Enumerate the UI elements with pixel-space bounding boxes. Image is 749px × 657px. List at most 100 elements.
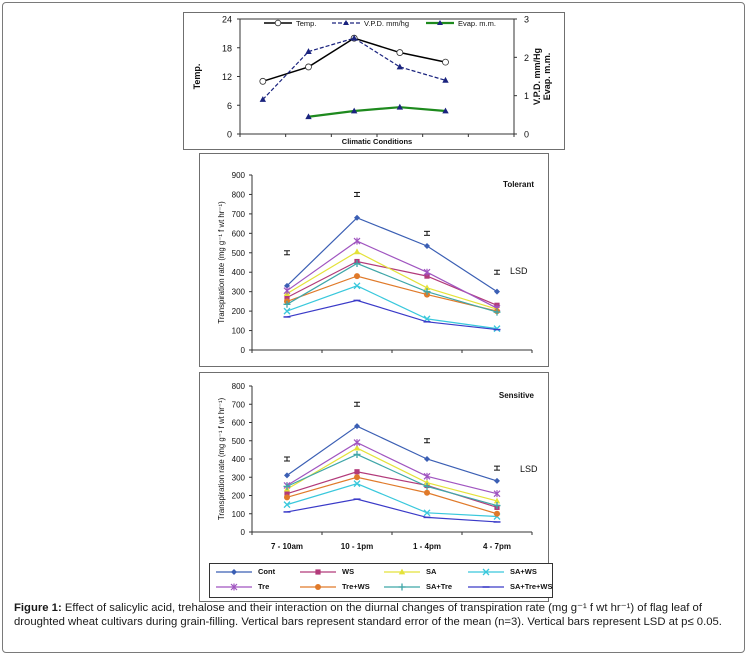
y2-tick-label: 2 xyxy=(524,53,529,63)
data-point xyxy=(353,480,361,488)
legend-swatch xyxy=(300,569,336,575)
y-axis-label: Transpiration rate (mg g⁻¹ f wt hr⁻¹) xyxy=(217,397,226,520)
series-v-p-d-mm-hg xyxy=(259,34,449,102)
data-point xyxy=(354,423,360,430)
legend-label: Tre xyxy=(258,582,270,591)
data-point xyxy=(305,48,312,54)
data-point xyxy=(283,300,291,308)
data-point xyxy=(493,490,501,498)
y-axis-label: Temp. xyxy=(192,64,202,90)
series-line-v-p-d-mm-hg xyxy=(262,37,446,100)
legend-swatch-marker xyxy=(230,583,238,591)
figure-caption: Figure 1: Effect of salicylic acid, treh… xyxy=(14,601,738,629)
series-line-temp xyxy=(262,37,446,83)
legend-swatch xyxy=(300,584,336,590)
series-line-sa-ws xyxy=(286,483,498,518)
legend: Cont WS SA SA+WS Tre Tre+WS SA+Tre SA+Tre+WS xyxy=(209,563,553,598)
y-tick-label: 400 xyxy=(232,268,246,277)
y-tick-label: 18 xyxy=(222,43,232,53)
data-point xyxy=(353,237,361,245)
series-sa-tre-ws xyxy=(283,299,501,331)
x-tick-label: 7 - 10am xyxy=(271,542,303,551)
data-point xyxy=(396,63,404,70)
data-point xyxy=(442,58,449,66)
data-point xyxy=(354,474,360,481)
data-point xyxy=(354,469,360,475)
panel-title: Tolerant xyxy=(503,180,534,189)
legend-label: SA+WS xyxy=(510,567,537,576)
series-sa-tre-ws xyxy=(283,498,501,523)
plot-area xyxy=(239,18,515,135)
y-tick-label: 0 xyxy=(227,130,232,140)
data-point xyxy=(442,107,449,114)
y-tick-label: 100 xyxy=(232,327,246,336)
y-tick-label: 500 xyxy=(232,249,246,258)
y2-axis-label: V.P.D. mm/Hg xyxy=(532,48,542,105)
series-evap-m-m xyxy=(305,103,449,120)
legend-label-v-p-d-mm-hg: V.P.D. mm/hg xyxy=(364,19,409,28)
series-line-sa-tre-ws xyxy=(286,299,498,331)
data-point xyxy=(424,242,430,249)
lsd-bar xyxy=(354,191,360,197)
data-point xyxy=(305,113,312,120)
series-temp xyxy=(259,34,449,85)
y-tick-label: 500 xyxy=(232,437,246,446)
series-sa-tre xyxy=(283,259,501,316)
tolerant-chart: 0 100 200 300 400 500 600 700 800 900 Transpiratio… xyxy=(217,171,534,355)
data-point xyxy=(284,491,290,497)
y-tick-label: 200 xyxy=(232,307,246,316)
legend-label: SA xyxy=(426,567,437,576)
y-tick-label: 6 xyxy=(227,101,232,111)
legend-swatch-marker xyxy=(398,583,406,591)
x-tick-label: 10 - 1pm xyxy=(341,542,373,551)
lsd-bar xyxy=(354,401,360,407)
legend-label-temp: Temp. xyxy=(296,19,316,28)
data-point xyxy=(283,307,291,315)
legend-swatch xyxy=(468,586,504,588)
data-point xyxy=(284,494,290,501)
data-point xyxy=(424,456,430,462)
data-point xyxy=(396,49,404,56)
legend-label: WS xyxy=(342,567,355,576)
data-point xyxy=(353,450,361,458)
series-line-sa xyxy=(286,251,498,310)
legend-label: Tre+WS xyxy=(342,582,370,591)
data-point xyxy=(423,472,431,480)
data-point xyxy=(350,34,358,41)
legend-swatch-marker xyxy=(315,569,321,575)
data-point xyxy=(353,439,361,447)
series-cont xyxy=(284,423,500,484)
y-tick-label: 400 xyxy=(232,455,246,464)
climatic-panel: 0 6 12 18 24 0 1 2 3 Climatic Conditions Temp. V.P.… xyxy=(183,12,565,150)
series-cont xyxy=(284,214,500,295)
data-point xyxy=(423,268,431,276)
data-point xyxy=(284,294,290,301)
y2-tick-label: 0 xyxy=(524,130,529,140)
legend-marker xyxy=(274,19,282,27)
legend-swatch-marker xyxy=(482,568,490,576)
series-sa-tre xyxy=(283,450,501,510)
y-tick-label: 800 xyxy=(232,190,246,199)
tolerant-panel: 0 100 200 300 400 500 600 700 800 900 Transpiratio… xyxy=(199,153,549,367)
lsd-bar xyxy=(494,465,500,471)
panel-title: Sensitive xyxy=(499,391,535,400)
series-line-tre xyxy=(286,441,498,495)
legend-swatch-marker xyxy=(315,584,321,590)
caption-label: Figure 1: xyxy=(14,602,62,614)
series-line-sa-ws xyxy=(286,285,498,330)
data-point xyxy=(283,482,291,490)
data-point xyxy=(284,282,290,289)
x-axis-label: Climatic Conditions xyxy=(342,137,412,146)
y-tick-label: 600 xyxy=(232,419,246,428)
legend-label: Cont xyxy=(258,567,276,576)
data-point xyxy=(494,477,500,484)
y-tick-label: 300 xyxy=(232,288,246,297)
data-point xyxy=(283,501,291,509)
sensitive-chart: 0 100 200 300 400 500 600 700 800 7 - 10am 10 - 1p… xyxy=(217,382,538,551)
data-point xyxy=(423,482,431,490)
y2-axis-label-2: Evap. m.m. xyxy=(542,53,552,101)
legend-label-evap-m-m: Evap. m.m. xyxy=(458,19,496,28)
y2-tick-label: 3 xyxy=(524,15,529,25)
data-point xyxy=(423,288,431,296)
